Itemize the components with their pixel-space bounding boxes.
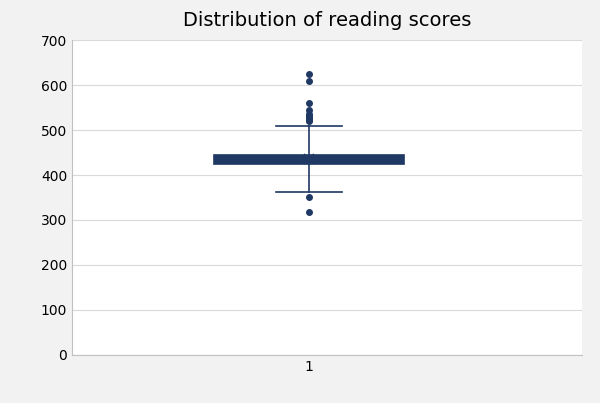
Title: Distribution of reading scores: Distribution of reading scores xyxy=(183,11,471,30)
PathPatch shape xyxy=(214,155,404,164)
